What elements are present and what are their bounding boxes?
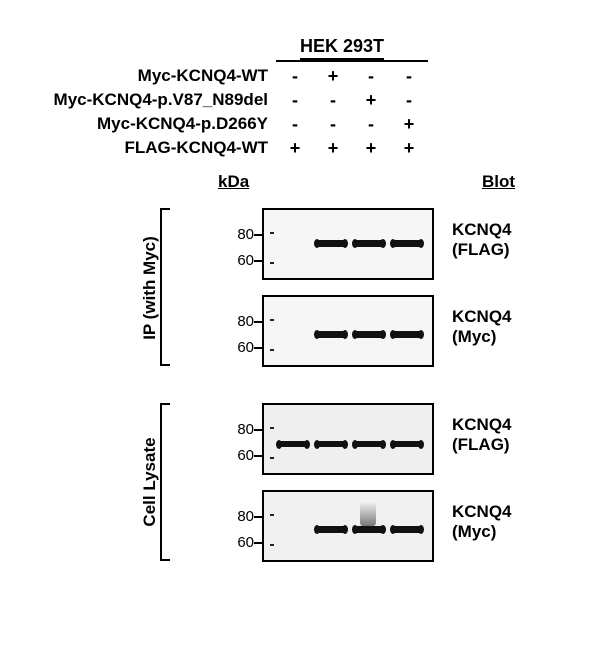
group-bracket xyxy=(160,403,162,561)
ladder-tick-icon xyxy=(270,319,274,321)
kda-header: kDa xyxy=(218,172,249,192)
construct-label: Myc-KCNQ4-WT xyxy=(138,66,268,85)
lane-value: - xyxy=(314,114,352,135)
group-label-ip: IP (with Myc) xyxy=(140,218,160,358)
construct-row: FLAG-KCNQ4-WT xyxy=(0,138,268,158)
ladder-tick-icon xyxy=(270,514,274,516)
kda-text: kDa xyxy=(218,172,249,191)
lane-value: - xyxy=(352,114,390,135)
lane-header-underline xyxy=(276,60,428,62)
lane-value: + xyxy=(314,66,352,87)
blot-panel xyxy=(262,295,434,367)
blot-panel xyxy=(262,208,434,280)
blot-label-line1: KCNQ4 xyxy=(452,415,512,434)
ladder-tick-icon xyxy=(270,427,274,429)
group-label-lysate: Cell Lysate xyxy=(140,412,160,552)
marker-tick-icon xyxy=(254,260,264,262)
blot-label-line1: KCNQ4 xyxy=(452,307,512,326)
band xyxy=(354,331,384,338)
ladder-tick-icon xyxy=(270,232,274,234)
figure-container: { "header": { "cell_line": "HEK 293T", "… xyxy=(0,0,607,657)
ladder-tick-icon xyxy=(270,349,274,351)
cell-line-header: HEK 293T xyxy=(300,36,384,60)
construct-row: Myc-KCNQ4-p.V87_N89del xyxy=(0,90,268,110)
marker-tick-icon xyxy=(254,542,264,544)
lane-value: - xyxy=(314,90,352,111)
lane-value: - xyxy=(276,90,314,111)
band xyxy=(354,526,384,533)
mw-marker: 60 xyxy=(216,339,254,356)
band xyxy=(316,441,346,447)
lane-value: + xyxy=(390,114,428,135)
blot-label: KCNQ4 (FLAG) xyxy=(452,415,512,456)
blot-header: Blot xyxy=(482,172,515,192)
marker-tick-icon xyxy=(254,516,264,518)
blot-text: Blot xyxy=(482,172,515,191)
blot-label-line2: (Myc) xyxy=(452,327,496,346)
lane-value: - xyxy=(390,90,428,111)
band xyxy=(392,331,422,338)
blot-label-line2: (FLAG) xyxy=(452,435,510,454)
band xyxy=(354,240,384,247)
marker-tick-icon xyxy=(254,347,264,349)
mw-marker: 80 xyxy=(216,421,254,438)
lane-value: + xyxy=(276,138,314,159)
lane-value: - xyxy=(276,114,314,135)
band xyxy=(316,240,346,247)
band xyxy=(354,441,384,447)
ladder-tick-icon xyxy=(270,457,274,459)
construct-row: Myc-KCNQ4-p.D266Y xyxy=(0,114,268,134)
band xyxy=(392,240,422,247)
mw-marker: 60 xyxy=(216,447,254,464)
blot-label: KCNQ4 (Myc) xyxy=(452,502,512,543)
marker-tick-icon xyxy=(254,321,264,323)
lane-value: + xyxy=(390,138,428,159)
band xyxy=(316,526,346,533)
marker-tick-icon xyxy=(254,429,264,431)
construct-label: FLAG-KCNQ4-WT xyxy=(124,138,268,157)
blot-panel xyxy=(262,490,434,562)
mw-marker: 80 xyxy=(216,226,254,243)
band xyxy=(278,441,308,447)
group-bracket xyxy=(160,208,162,366)
mw-marker: 80 xyxy=(216,313,254,330)
mw-marker: 60 xyxy=(216,534,254,551)
construct-row: Myc-KCNQ4-WT xyxy=(0,66,268,86)
blot-panel xyxy=(262,403,434,475)
cell-line-text: HEK 293T xyxy=(300,36,384,56)
smear xyxy=(360,502,376,526)
blot-label-line1: KCNQ4 xyxy=(452,502,512,521)
blot-label-line2: (FLAG) xyxy=(452,240,510,259)
blot-label: KCNQ4 (FLAG) xyxy=(452,220,512,261)
band xyxy=(392,526,422,533)
lane-value: - xyxy=(390,66,428,87)
mw-marker: 80 xyxy=(216,508,254,525)
lane-value: - xyxy=(352,66,390,87)
blot-label-line1: KCNQ4 xyxy=(452,220,512,239)
blot-label: KCNQ4 (Myc) xyxy=(452,307,512,348)
blot-label-line2: (Myc) xyxy=(452,522,496,541)
lane-value: - xyxy=(276,66,314,87)
ladder-tick-icon xyxy=(270,544,274,546)
construct-label: Myc-KCNQ4-p.V87_N89del xyxy=(54,90,268,109)
band xyxy=(392,441,422,447)
lane-value: + xyxy=(352,138,390,159)
marker-tick-icon xyxy=(254,234,264,236)
construct-label: Myc-KCNQ4-p.D266Y xyxy=(97,114,268,133)
lane-value: + xyxy=(352,90,390,111)
ladder-tick-icon xyxy=(270,262,274,264)
marker-tick-icon xyxy=(254,455,264,457)
mw-marker: 60 xyxy=(216,252,254,269)
band xyxy=(316,331,346,338)
lane-value: + xyxy=(314,138,352,159)
